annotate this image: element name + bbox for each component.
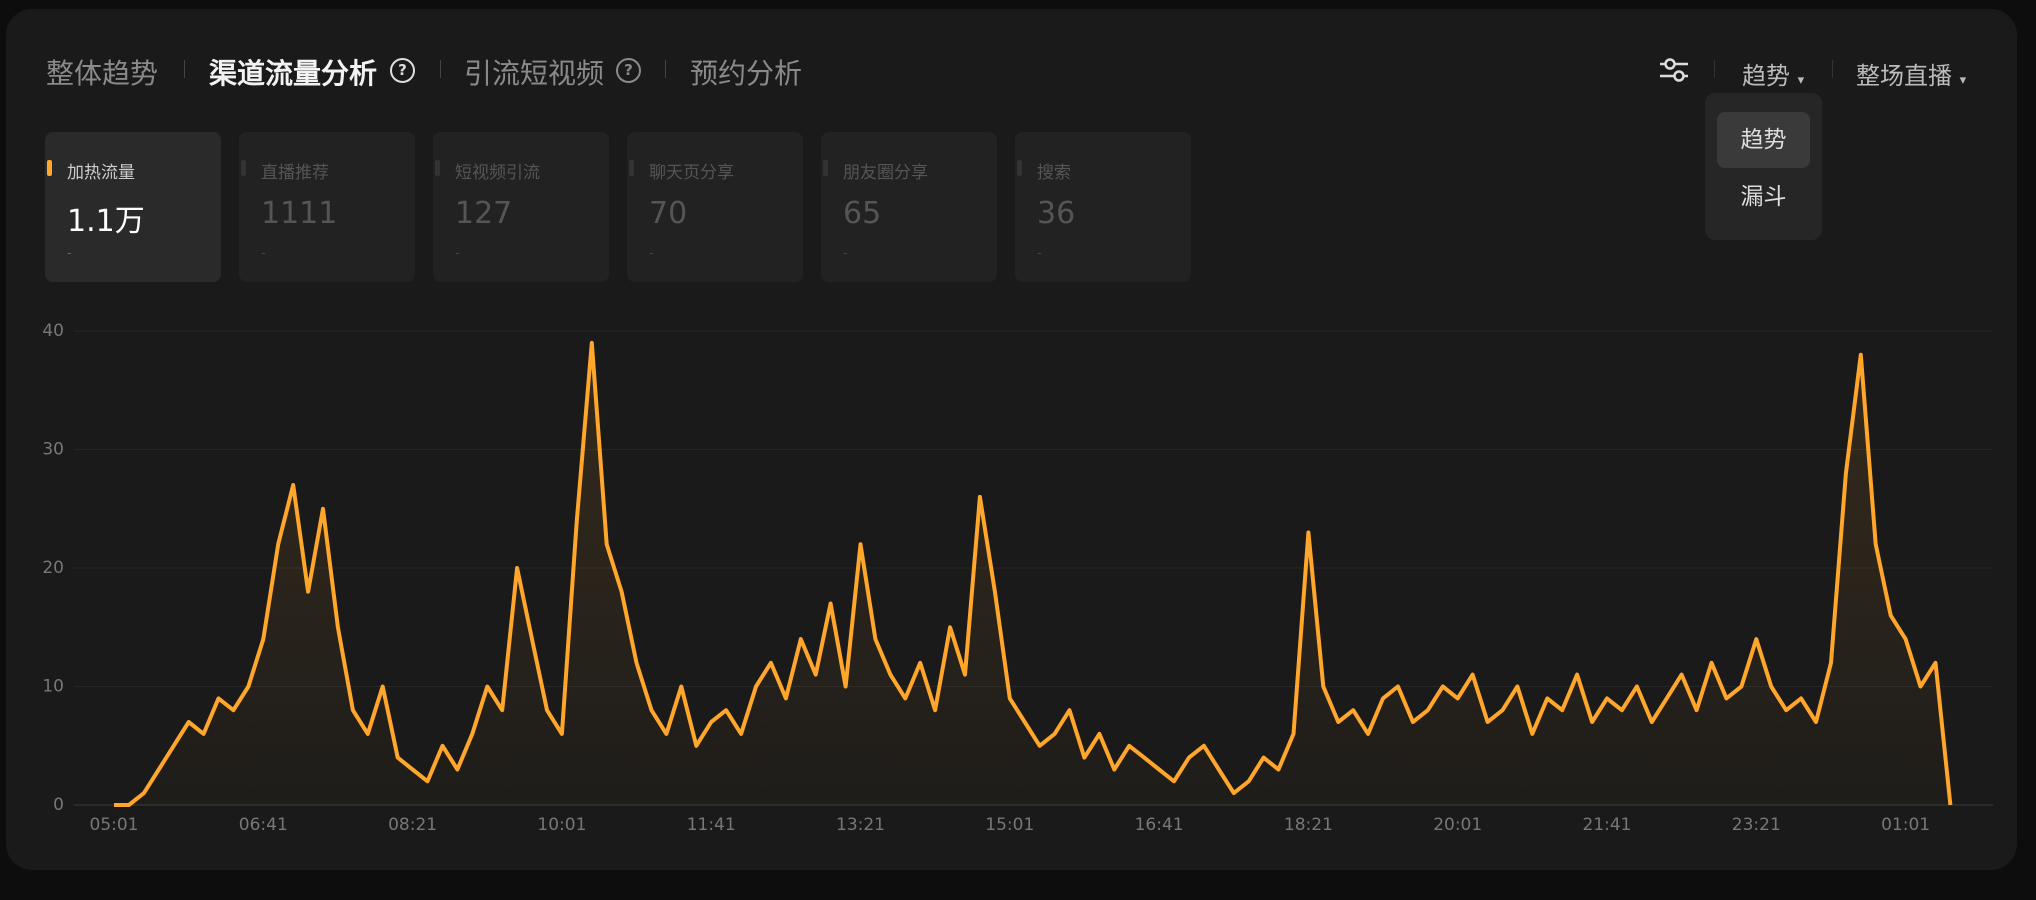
help-icon[interactable]: ?: [390, 58, 415, 83]
indicator: [435, 160, 440, 176]
metric-card[interactable]: 聊天页分享 70 -: [627, 132, 803, 282]
metric-change: -: [261, 246, 266, 261]
separator: [184, 60, 185, 78]
separator: [440, 60, 441, 78]
metric-label: 搜索: [1037, 163, 1071, 183]
tab[interactable]: 渠道流量分析: [209, 57, 378, 90]
indicator: [1017, 160, 1022, 176]
metric-value: 36: [1037, 196, 1076, 231]
view-label: 趋势: [1742, 62, 1790, 90]
metric-label: 聊天页分享: [649, 163, 734, 183]
metric-change: -: [67, 246, 72, 261]
menu-item[interactable]: 漏斗: [1740, 184, 1787, 210]
menu-item[interactable]: 趋势: [1717, 112, 1810, 168]
indicator: [47, 160, 52, 176]
metric-change: -: [649, 246, 654, 261]
metric-label: 短视频引流: [455, 163, 540, 183]
metric-change: -: [1037, 246, 1042, 261]
view-select[interactable]: 趋势 ▾: [1742, 62, 1805, 90]
tab[interactable]: 整体趋势: [46, 57, 159, 90]
metric-card[interactable]: 搜索 36 -: [1015, 132, 1191, 282]
help-icon[interactable]: ?: [616, 58, 641, 83]
metric-value: 1.1万: [67, 204, 145, 239]
metric-value: 127: [455, 196, 513, 231]
scope-select[interactable]: 整场直播 ▾: [1856, 62, 1967, 90]
metric-card[interactable]: 短视频引流 127 -: [433, 132, 609, 282]
separator: [1714, 60, 1715, 78]
metric-label: 加热流量: [67, 163, 135, 183]
separator: [1832, 60, 1833, 78]
filter-icon[interactable]: [1658, 56, 1690, 84]
separator: [665, 60, 666, 78]
metric-card[interactable]: 朋友圈分享 65 -: [821, 132, 997, 282]
metric-value: 1111: [261, 196, 338, 231]
dropdown-menu: 趋势 漏斗: [1705, 93, 1822, 240]
metric-label: 直播推荐: [261, 163, 329, 183]
metric-card[interactable]: 加热流量 1.1万 -: [45, 132, 221, 282]
tab[interactable]: 引流短视频: [464, 57, 605, 90]
metric-label: 朋友圈分享: [843, 163, 928, 183]
scope-label: 整场直播: [1856, 62, 1952, 90]
metric-value: 70: [649, 196, 688, 231]
indicator: [823, 160, 828, 176]
tab[interactable]: 预约分析: [690, 57, 803, 90]
metric-change: -: [843, 246, 848, 261]
metric-value: 65: [843, 196, 882, 231]
indicator: [629, 160, 634, 176]
indicator: [241, 160, 246, 176]
metric-change: -: [455, 246, 460, 261]
metric-card[interactable]: 直播推荐 1111 -: [239, 132, 415, 282]
